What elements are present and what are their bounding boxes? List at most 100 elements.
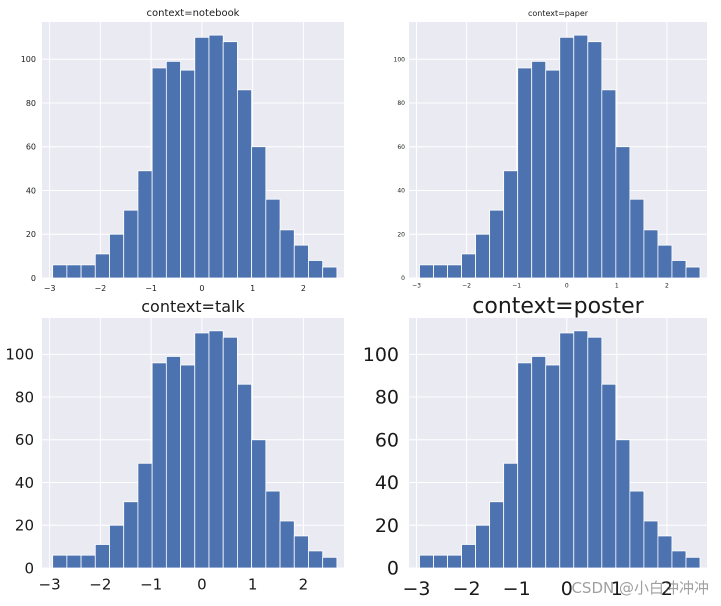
y-tick-label: 0 [31, 274, 36, 283]
y-tick-label: 40 [375, 472, 399, 494]
histogram-bar [685, 266, 701, 279]
x-tick-label: −2 [462, 282, 471, 289]
histogram-bar [489, 501, 505, 569]
y-tick-label: 80 [397, 100, 405, 107]
histogram-bar [545, 364, 561, 569]
chart-title: context=paper [528, 9, 589, 18]
histogram-bar [151, 67, 167, 279]
y-tick-label: 0 [401, 275, 405, 282]
y-tick-label: 60 [15, 431, 34, 449]
histogram-bar [222, 41, 238, 279]
histogram-bar [165, 60, 181, 279]
histogram-bar [279, 520, 295, 569]
histogram-bar [322, 266, 338, 279]
histogram-bar [573, 330, 589, 569]
histogram-bar [671, 260, 687, 279]
histogram-bar [657, 244, 673, 279]
histogram-bar [629, 490, 645, 569]
histogram-bar [293, 244, 309, 279]
histogram-bar [615, 146, 631, 279]
histogram-bar [123, 501, 139, 569]
histogram-bar [52, 554, 68, 569]
histogram-bar [559, 332, 575, 569]
histogram-bar [587, 336, 603, 569]
x-tick-label: 2 [665, 282, 669, 289]
histogram-bar [80, 264, 96, 279]
histogram-bar [208, 34, 224, 279]
y-tick-label: 60 [397, 144, 405, 151]
histogram-bar [475, 524, 491, 569]
histogram-bar [517, 67, 533, 279]
histogram-bar [433, 554, 448, 569]
histogram-bar [251, 439, 267, 569]
histogram-bar [180, 364, 196, 569]
histogram-bar [545, 69, 561, 279]
x-tick-label: −2 [89, 576, 111, 594]
x-tick-label: −3 [403, 578, 431, 600]
histogram-bar [251, 146, 267, 279]
x-tick-label: 0 [561, 578, 573, 600]
y-tick-label: 40 [15, 474, 34, 492]
histogram-bar [419, 554, 434, 569]
x-tick-label: 1 [615, 282, 619, 289]
x-tick-label: 0 [565, 282, 569, 289]
histogram-bar [52, 264, 68, 279]
histogram-bar [180, 69, 196, 279]
histogram-bar [503, 170, 519, 279]
y-tick-label: 100 [394, 56, 406, 63]
histogram-bar [461, 544, 477, 569]
histogram-bar [322, 556, 338, 569]
histogram-bar [109, 233, 125, 279]
histogram-bar [165, 356, 181, 569]
y-tick-label: 0 [24, 559, 34, 577]
y-tick-label: 20 [26, 230, 36, 239]
histogram-bar [109, 524, 125, 569]
histogram-bar [643, 229, 659, 279]
histogram-bar [237, 383, 253, 569]
histogram-bar [222, 336, 238, 569]
histogram-bar [503, 462, 519, 569]
chart-title: context=notebook [147, 8, 240, 19]
y-tick-label: 20 [15, 517, 34, 535]
histogram-bar [447, 554, 462, 569]
x-tick-label: −2 [94, 284, 106, 293]
chart-title: context=talk [141, 297, 245, 316]
histogram-bar [685, 556, 701, 569]
x-tick-label: −1 [503, 578, 531, 600]
histogram-bar [66, 264, 82, 279]
x-tick-label: −3 [44, 284, 56, 293]
histogram-bar [447, 264, 462, 279]
histogram-bar [151, 362, 167, 569]
histogram-bar [194, 36, 210, 279]
histogram-bar [657, 535, 673, 569]
histogram-bar [66, 554, 82, 569]
histogram-bar [587, 41, 603, 279]
histogram-bar [137, 462, 153, 569]
histogram-bar [419, 264, 434, 279]
y-tick-label: 20 [375, 515, 399, 537]
histogram-bar [643, 520, 659, 569]
y-tick-label: 100 [21, 55, 36, 64]
histogram-bar [308, 550, 324, 569]
y-tick-label: 100 [363, 344, 399, 366]
x-tick-label: −1 [512, 282, 521, 289]
histogram-bar [237, 89, 253, 279]
histogram-bar [94, 544, 110, 569]
subplot-paper: context=paper 0 20 40 60 80 100 −3 −2 −1 0 1 2 [394, 9, 707, 289]
subplot-notebook: context=notebook 0 20 40 60 80 100 −3 −2 −1 0 1 2 [21, 8, 344, 293]
histogram-bar [265, 490, 281, 569]
histogram-bar [208, 330, 224, 569]
histogram-bar [531, 60, 547, 279]
subplot-poster: context=poster 0 20 40 60 80 100 −3 −2 −1 0 1 2 [363, 294, 707, 600]
x-tick-label: −3 [39, 576, 61, 594]
histogram-bar [517, 362, 533, 569]
y-tick-label: 40 [397, 188, 405, 195]
histogram-bar [671, 550, 687, 569]
y-tick-label: 80 [26, 99, 36, 108]
subplot-talk: context=talk 0 20 40 60 80 100 −3 −2 −1 0 1 2 [5, 297, 344, 594]
histogram-bar [531, 356, 547, 569]
histogram-bar [615, 439, 631, 569]
y-tick-label: 80 [375, 387, 399, 409]
y-tick-label: 20 [397, 231, 405, 238]
